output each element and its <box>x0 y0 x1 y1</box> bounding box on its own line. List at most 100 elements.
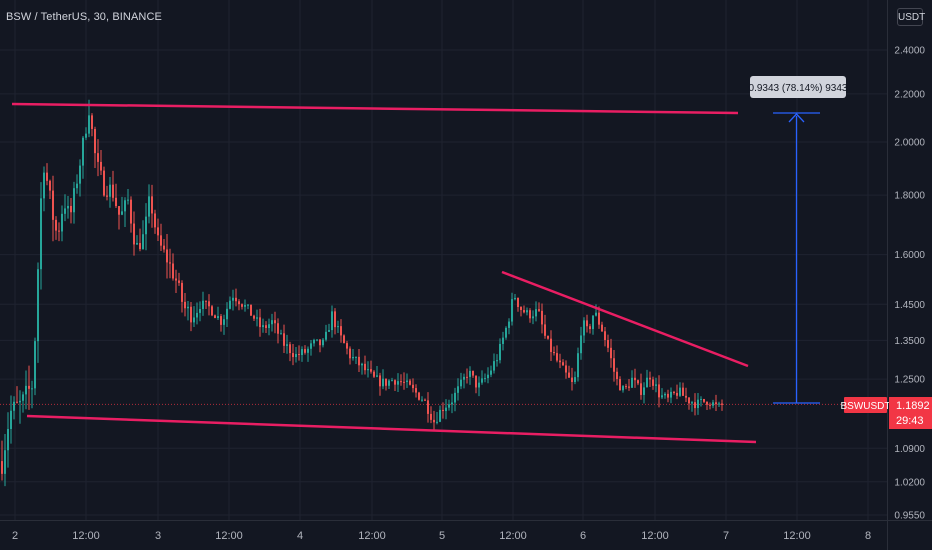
candle-body <box>16 401 18 403</box>
candle-body <box>403 381 405 383</box>
candle-body <box>88 115 90 134</box>
candle-body <box>466 376 468 378</box>
candle-body <box>526 310 528 313</box>
candle-body <box>532 316 534 319</box>
candle-body <box>709 404 711 406</box>
candle-body <box>568 372 570 378</box>
candle-body <box>211 306 213 316</box>
candle-body <box>517 297 519 308</box>
candle-body <box>559 360 561 363</box>
candle-body <box>328 330 330 332</box>
candle-body <box>439 409 441 422</box>
candle-body <box>73 188 75 213</box>
candle-body <box>271 320 273 325</box>
last-price-badge <box>889 397 932 429</box>
candle-body <box>121 211 123 215</box>
time-tick-label: 2 <box>12 530 18 542</box>
candle-body <box>640 383 642 395</box>
candle-body <box>286 344 288 346</box>
candle-body <box>556 353 558 361</box>
candle-body <box>355 356 357 358</box>
candle-body <box>679 387 681 396</box>
candle-body <box>661 395 663 398</box>
candle-body <box>538 309 540 311</box>
time-tick-label: 4 <box>297 530 303 542</box>
candle-body <box>415 388 417 393</box>
candle-body <box>688 397 690 404</box>
candle-body <box>424 399 426 401</box>
time-tick-label: 8 <box>865 530 871 542</box>
candle-body <box>55 219 57 231</box>
candle-body <box>238 301 240 305</box>
time-tick-label: 12:00 <box>72 530 100 542</box>
measure-label-box <box>750 76 846 98</box>
candle-body <box>406 380 408 382</box>
candle-body <box>445 407 447 412</box>
time-tick-label: 12:00 <box>499 530 527 542</box>
candle-body <box>409 380 411 385</box>
candle-body <box>232 297 234 301</box>
candle-body <box>298 354 300 356</box>
candle-body <box>325 331 327 340</box>
candle-body <box>511 299 513 322</box>
candle-body <box>172 263 174 279</box>
candle-body <box>64 208 66 214</box>
candle-body <box>583 320 585 336</box>
candle-body <box>256 317 258 319</box>
candle-body <box>574 377 576 382</box>
candle-body <box>208 301 210 307</box>
candle-body <box>109 184 111 197</box>
candle-body <box>367 369 369 371</box>
candle-body <box>313 339 315 344</box>
candle-body <box>346 343 348 349</box>
candle-body <box>394 380 396 385</box>
candle-body <box>421 399 423 401</box>
candle-body <box>604 331 606 341</box>
candle-body <box>520 307 522 311</box>
candle-body <box>97 153 99 162</box>
candle-body <box>253 315 255 319</box>
time-tick-label: 12:00 <box>783 530 811 542</box>
candle-body <box>157 227 159 236</box>
candle-body <box>379 375 381 387</box>
candle-body <box>337 326 339 328</box>
candle-body <box>187 306 189 309</box>
candle-body <box>685 395 687 398</box>
candle-body <box>706 401 708 405</box>
candle-body <box>586 320 588 327</box>
candle-body <box>52 190 54 220</box>
candle-body <box>514 297 516 300</box>
candle-body <box>343 335 345 344</box>
time-tick-label: 12:00 <box>215 530 243 542</box>
candle-body <box>10 410 12 430</box>
candle-body <box>148 196 150 217</box>
candle-body <box>214 315 216 319</box>
candle-body <box>397 381 399 385</box>
candle-body <box>577 353 579 378</box>
candle-body <box>697 399 699 409</box>
candle-body <box>340 326 342 336</box>
candle-body <box>205 300 207 302</box>
candle-body <box>535 309 537 317</box>
candle-body <box>106 195 108 197</box>
candle-body <box>304 349 306 353</box>
candle-body <box>277 323 279 334</box>
symbol-price-tag-label: BSWUSDT <box>841 401 891 412</box>
candle-body <box>139 243 141 250</box>
candle-body <box>589 326 591 330</box>
measure-arrow-head <box>788 113 805 123</box>
candle-body <box>430 413 432 420</box>
candle-body <box>178 280 180 283</box>
candle-body <box>571 377 573 382</box>
price-tick-label: 1.8000 <box>894 191 925 202</box>
currency-button[interactable]: USDT <box>897 8 925 26</box>
candle-body <box>49 180 51 191</box>
candle-body <box>307 348 309 353</box>
candle-body <box>163 245 165 250</box>
candle-body <box>247 304 249 306</box>
candle-body <box>418 392 420 400</box>
candle-body <box>643 387 645 395</box>
price-tick-label: 1.0200 <box>894 477 925 488</box>
